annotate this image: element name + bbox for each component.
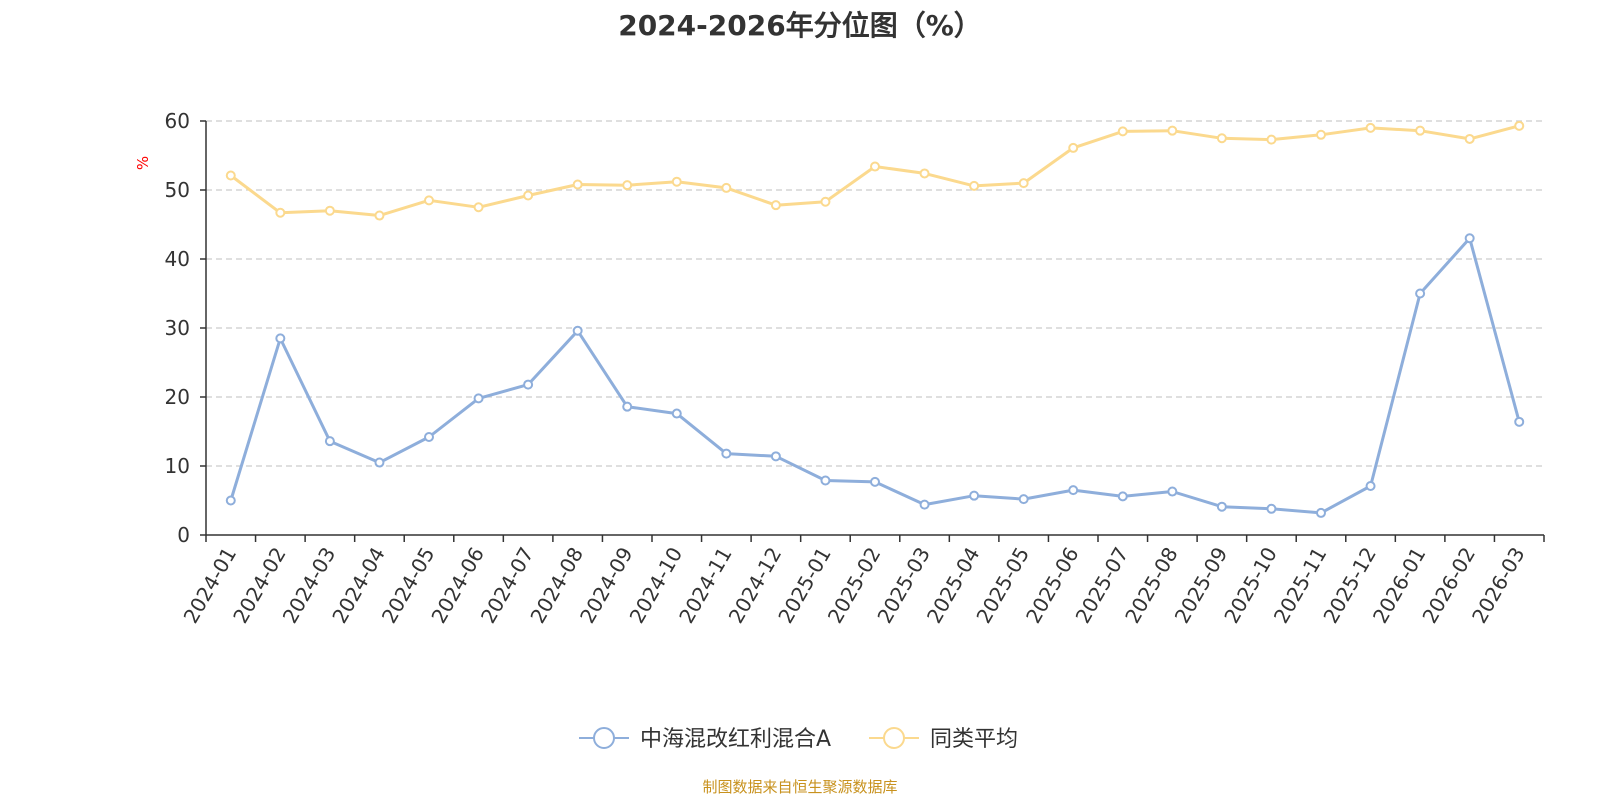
- data-point: [1266, 503, 1277, 514]
- legend-label-0[interactable]: 中海混改红利混合A: [640, 727, 831, 752]
- y-tick-label: 10: [165, 454, 190, 478]
- data-point: [374, 457, 385, 468]
- data-point: [424, 195, 434, 206]
- data-point: [1068, 485, 1079, 496]
- data-point: [671, 176, 682, 187]
- data-point: [1316, 507, 1326, 518]
- data-point: [424, 432, 434, 443]
- data-point: [1216, 133, 1227, 144]
- data-point: [1167, 125, 1178, 136]
- data-point: [1266, 134, 1277, 145]
- legend-label-1[interactable]: 同类平均: [930, 727, 1018, 752]
- data-point: [622, 180, 633, 191]
- data-point: [275, 333, 286, 344]
- data-point: [969, 490, 980, 501]
- grid-lines: [206, 120, 1544, 467]
- data-point: [721, 182, 732, 193]
- data-source-note: 制图数据来自恒生聚源数据库: [702, 778, 898, 796]
- series-lines: [225, 120, 1525, 518]
- data-point: [572, 179, 583, 190]
- legend-marker-0[interactable]: [593, 727, 615, 749]
- data-point: [919, 168, 930, 179]
- data-point: [1514, 120, 1525, 131]
- data-point: [1018, 494, 1029, 505]
- data-point: [1464, 133, 1475, 144]
- data-point: [324, 205, 335, 216]
- data-point: [1464, 233, 1475, 244]
- data-point: [1365, 122, 1376, 133]
- data-point: [225, 495, 236, 506]
- y-tick-label: 60: [165, 109, 190, 133]
- data-point: [1117, 491, 1128, 502]
- data-point: [1018, 178, 1029, 189]
- axes: 0102030405060%2024-012024-022024-032024-…: [134, 109, 1545, 627]
- data-point: [1068, 142, 1079, 153]
- data-point: [1216, 501, 1227, 512]
- data-point: [225, 170, 236, 181]
- data-point: [473, 202, 484, 213]
- data-point: [770, 200, 781, 211]
- data-point: [523, 379, 534, 390]
- data-point: [671, 408, 682, 419]
- data-point: [770, 451, 781, 462]
- data-point: [572, 325, 583, 336]
- data-point: [969, 180, 980, 191]
- data-point: [324, 436, 335, 447]
- data-point: [1316, 129, 1326, 140]
- y-tick-label: 20: [165, 385, 190, 409]
- data-point: [1415, 288, 1426, 299]
- legend[interactable]: 中海混改红利混合A 同类平均: [579, 727, 1018, 752]
- data-point: [374, 210, 385, 221]
- y-tick-label: 50: [165, 178, 190, 202]
- data-point: [870, 161, 880, 172]
- data-point: [820, 196, 831, 207]
- data-point: [1415, 125, 1426, 136]
- data-point: [622, 401, 633, 412]
- data-point: [1117, 126, 1128, 137]
- data-point: [919, 499, 930, 510]
- series-line-0: [229, 236, 1521, 515]
- data-point: [820, 475, 831, 486]
- data-point: [870, 476, 880, 487]
- y-tick-label: 0: [177, 523, 190, 547]
- data-point: [523, 190, 534, 201]
- data-point: [473, 393, 484, 404]
- data-point: [1167, 486, 1178, 497]
- data-point: [721, 448, 732, 459]
- chart-title: 2024-2026年分位图（%）: [618, 9, 982, 42]
- y-tick-label: 30: [165, 316, 190, 340]
- data-point: [1514, 416, 1525, 427]
- data-point: [1365, 481, 1376, 492]
- data-point: [275, 207, 286, 218]
- y-tick-label: 40: [165, 247, 190, 271]
- y-axis-unit-label: %: [134, 156, 152, 170]
- legend-marker-1[interactable]: [883, 727, 905, 749]
